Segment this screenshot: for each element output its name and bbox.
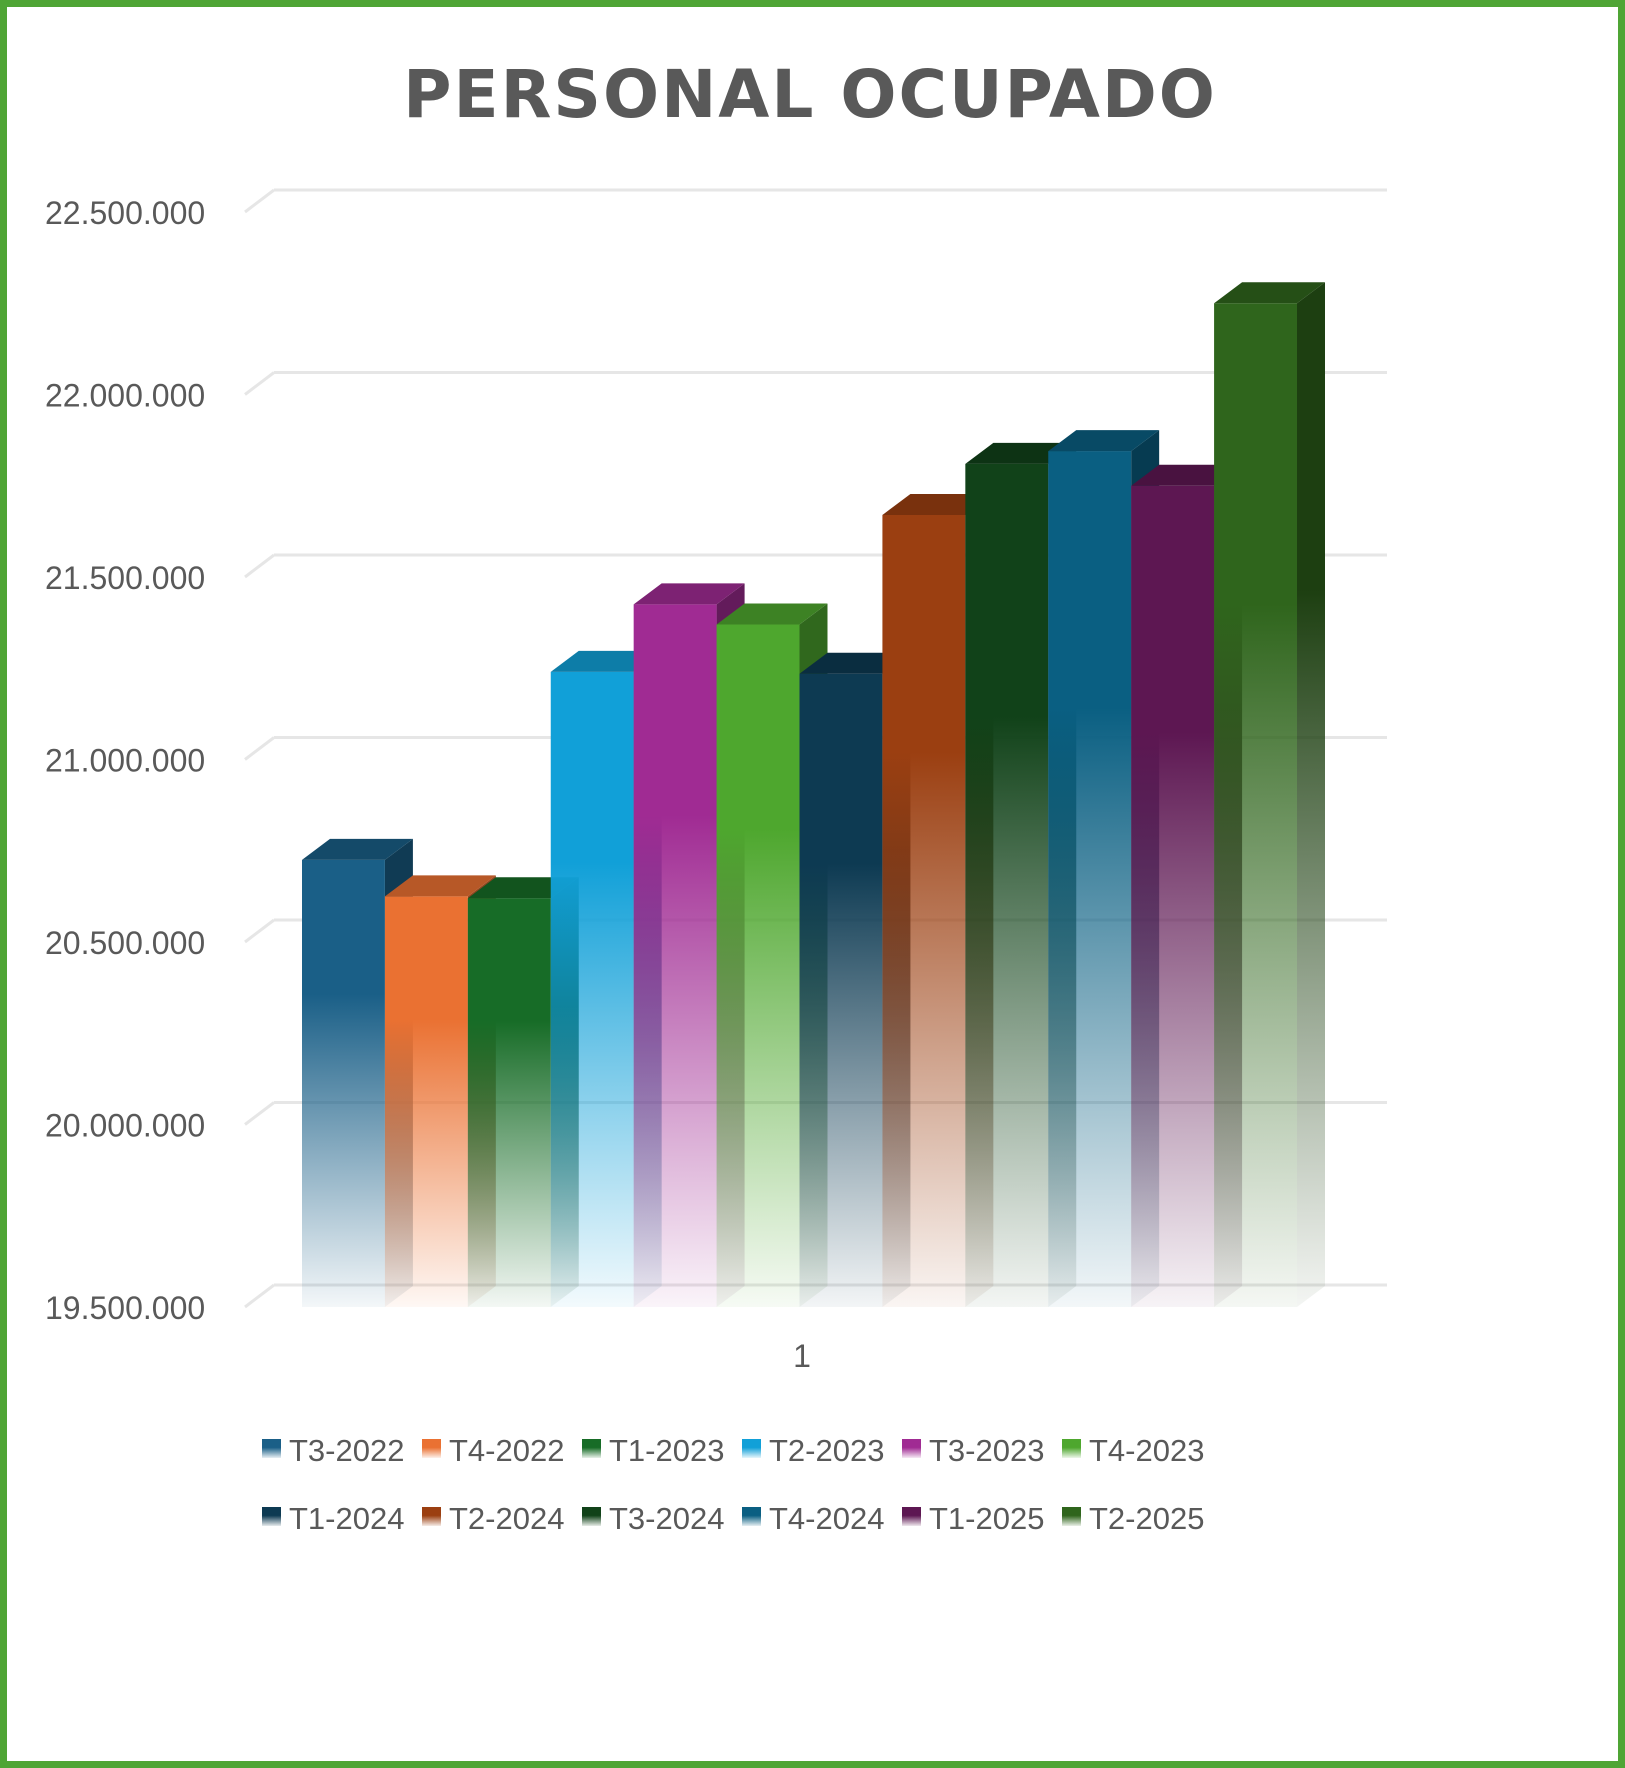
- column-chart: PERSONAL OCUPADO 19.500.000 20.000.000 20.…: [45, 56, 1387, 1536]
- legend-swatch: [902, 1507, 921, 1526]
- bar-front: [384, 896, 468, 1307]
- bar-front: [633, 604, 717, 1307]
- bar-front: [1214, 303, 1297, 1307]
- bar-front: [799, 673, 883, 1307]
- gridline-depth: [244, 736, 275, 761]
- legend-swatch: [582, 1507, 601, 1526]
- legend-item: T4-2024: [742, 1501, 884, 1536]
- bar-t2-2025: [1214, 282, 1325, 1307]
- legend-item: T2-2025: [1062, 1501, 1204, 1536]
- legend-swatch: [902, 1439, 921, 1458]
- y-tick-label: 21.000.000: [45, 743, 205, 779]
- gridline-depth: [244, 553, 275, 579]
- legend-swatch: [582, 1439, 601, 1458]
- y-tick-label: 22.000.000: [45, 378, 205, 414]
- y-tick-label: 22.500.000: [45, 195, 205, 231]
- bar-front: [1131, 485, 1215, 1307]
- legend-label: T1-2025: [929, 1501, 1044, 1536]
- gridline-depth: [244, 188, 275, 214]
- gridline-depth: [244, 1283, 275, 1309]
- legend-item: T4-2023: [1062, 1433, 1204, 1468]
- legend-item: T1-2023: [582, 1433, 724, 1468]
- bar-top: [1214, 282, 1325, 304]
- bar-front: [882, 514, 966, 1307]
- legend-swatch: [742, 1507, 761, 1526]
- bar-front: [467, 898, 551, 1307]
- bar-front: [1048, 451, 1132, 1307]
- legend-item: T2-2023: [742, 1433, 884, 1468]
- legend-item: T1-2025: [902, 1501, 1044, 1536]
- legend-label: T3-2023: [929, 1433, 1044, 1468]
- bar-front: [716, 624, 800, 1307]
- bar-top: [384, 875, 496, 897]
- x-axis-tick-labels: 1: [793, 1338, 811, 1374]
- bar-front: [550, 671, 634, 1307]
- legend-swatch: [742, 1439, 761, 1458]
- legend-label: T3-2024: [609, 1501, 724, 1536]
- bars: [302, 282, 1325, 1308]
- legend-swatch: [1062, 1439, 1081, 1458]
- bar-top: [716, 603, 828, 625]
- chart-title: PERSONAL OCUPADO: [403, 56, 1217, 133]
- legend-swatch: [422, 1439, 441, 1458]
- legend-swatch: [1062, 1507, 1081, 1526]
- legend-label: T4-2022: [449, 1433, 564, 1468]
- legend-label: T2-2023: [769, 1433, 884, 1468]
- bar-top: [633, 583, 745, 605]
- legend-item: T4-2022: [422, 1433, 564, 1468]
- bar-top: [1048, 430, 1160, 452]
- legend-swatch: [262, 1439, 281, 1458]
- legend-item: T3-2022: [262, 1433, 404, 1468]
- y-tick-label: 21.500.000: [45, 560, 205, 596]
- legend-item: T3-2023: [902, 1433, 1044, 1468]
- legend-swatch: [422, 1507, 441, 1526]
- bar-top: [302, 838, 413, 860]
- y-tick-label: 19.500.000: [45, 1290, 205, 1326]
- gridline-depth: [244, 371, 275, 396]
- y-tick-label: 20.500.000: [45, 925, 205, 961]
- legend-item: T2-2024: [422, 1501, 564, 1536]
- legend-label: T4-2023: [1089, 1433, 1204, 1468]
- y-axis-tick-labels: 19.500.000 20.000.000 20.500.000 21.000.000…: [45, 195, 205, 1326]
- bar-front: [302, 859, 385, 1307]
- bar-side: [1297, 282, 1325, 1307]
- legend-item: T3-2024: [582, 1501, 724, 1536]
- legend: T3-2022 T4-2022 T1-2023 T2-2023 T3-2023 T4-20…: [262, 1433, 1204, 1536]
- legend-label: T2-2024: [449, 1501, 564, 1536]
- legend-label: T4-2024: [769, 1501, 884, 1536]
- x-tick-label: 1: [793, 1338, 811, 1374]
- y-tick-label: 20.000.000: [45, 1108, 205, 1144]
- legend-label: T3-2022: [289, 1433, 404, 1468]
- legend-swatch: [262, 1507, 281, 1526]
- legend-item: T1-2024: [262, 1501, 404, 1536]
- legend-label: T1-2024: [289, 1501, 404, 1536]
- gridline-depth: [244, 918, 275, 944]
- gridline-depth: [244, 1101, 275, 1126]
- legend-label: T1-2023: [609, 1433, 724, 1468]
- legend-label: T2-2025: [1089, 1501, 1204, 1536]
- bar-front: [965, 463, 1049, 1308]
